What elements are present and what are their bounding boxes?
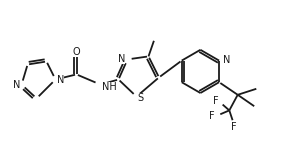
Text: F: F (209, 111, 214, 121)
Text: N: N (118, 54, 125, 64)
Text: F: F (231, 122, 237, 132)
Text: N: N (223, 55, 230, 65)
Text: O: O (73, 47, 80, 57)
Text: S: S (137, 93, 143, 103)
Text: N: N (57, 75, 64, 85)
Text: NH: NH (102, 82, 117, 92)
Text: N: N (13, 80, 20, 90)
Text: F: F (213, 96, 218, 106)
